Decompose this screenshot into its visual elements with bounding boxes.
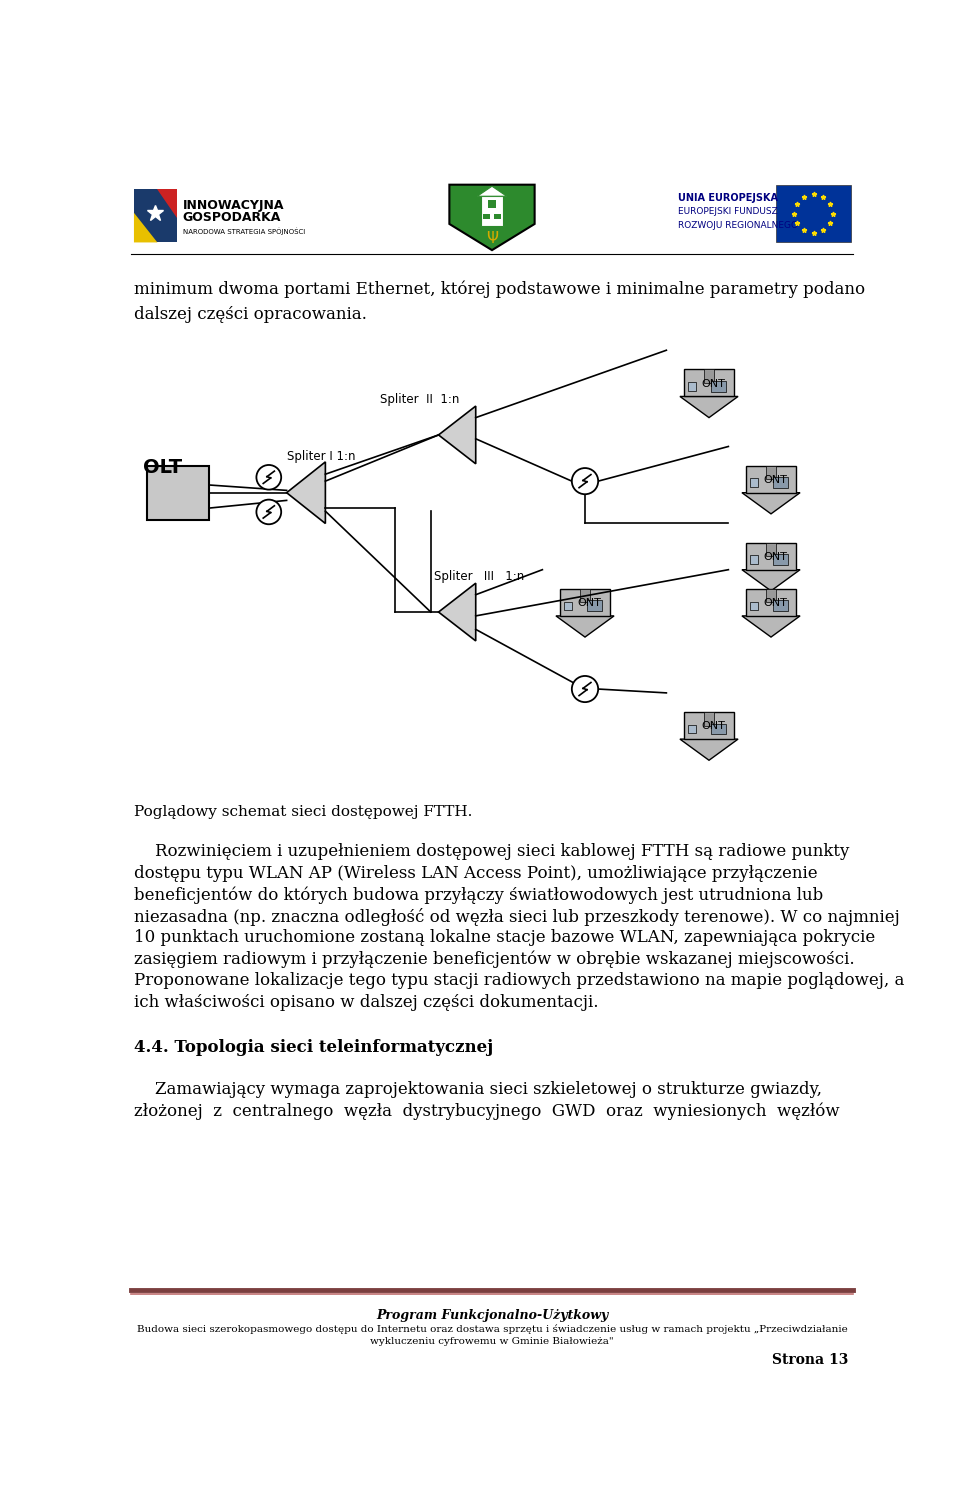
Text: ONT: ONT xyxy=(701,378,725,389)
Polygon shape xyxy=(157,188,177,219)
Bar xyxy=(777,185,851,243)
Polygon shape xyxy=(680,396,738,417)
Text: Poglądowy schemat sieci dostępowej FTTH.: Poglądowy schemat sieci dostępowej FTTH. xyxy=(134,805,472,818)
Text: Proponowane lokalizacje tego typu stacji radiowych przedstawiono na mapie pogląd: Proponowane lokalizacje tego typu stacji… xyxy=(134,972,904,990)
Bar xyxy=(488,200,496,208)
Text: GOSPODARKA: GOSPODARKA xyxy=(182,211,281,225)
Text: EUROPEJSKI FUNDUSZ: EUROPEJSKI FUNDUSZ xyxy=(678,206,778,216)
Text: złożonej  z  centralnego  węzła  dystrybucyjnego  GWD  oraz  wyniesionych  węzłó: złożonej z centralnego węzła dystrybucyj… xyxy=(134,1103,840,1120)
Circle shape xyxy=(256,500,281,524)
Bar xyxy=(147,466,209,520)
Text: ONT: ONT xyxy=(763,552,787,562)
Text: Spliter  II  1:n: Spliter II 1:n xyxy=(379,393,459,405)
Polygon shape xyxy=(287,461,325,523)
Text: Ψ: Ψ xyxy=(486,231,498,246)
Bar xyxy=(750,601,758,610)
Polygon shape xyxy=(680,738,738,760)
Bar xyxy=(746,466,796,493)
Text: ONT: ONT xyxy=(763,475,787,485)
Bar xyxy=(746,543,796,570)
Text: 4.4. Topologia sieci teleinformatycznej: 4.4. Topologia sieci teleinformatycznej xyxy=(134,1038,493,1055)
Text: ONT: ONT xyxy=(763,598,787,609)
Bar xyxy=(687,725,696,734)
Bar xyxy=(773,600,787,612)
Text: beneficjentów do których budowa przyłączy światłowodowych jest utrudniona lub: beneficjentów do których budowa przyłącz… xyxy=(134,886,824,904)
Text: dostępu typu WLAN AP (Wireless LAN Access Point), umożliwiające przyłączenie: dostępu typu WLAN AP (Wireless LAN Acces… xyxy=(134,865,818,882)
Bar xyxy=(773,478,787,488)
Bar xyxy=(746,589,796,616)
Text: 10 punktach uruchomione zostaną lokalne stacje bazowe WLAN, zapewniająca pokryci: 10 punktach uruchomione zostaną lokalne … xyxy=(134,930,876,946)
Text: Spliter I 1:n: Spliter I 1:n xyxy=(287,451,355,463)
Text: ich właściwości opisano w dalszej części dokumentacji.: ich właściwości opisano w dalszej części… xyxy=(134,995,598,1011)
Text: niezasadna (np. znaczna odległość od węzła sieci lub przeszkody terenowe). W co : niezasadna (np. znaczna odległość od węz… xyxy=(134,907,900,925)
Text: NARODOWA STRATEGIA SPÓJNOŚCI: NARODOWA STRATEGIA SPÓJNOŚCI xyxy=(182,228,305,235)
Bar xyxy=(580,589,589,603)
Bar xyxy=(704,369,714,383)
Polygon shape xyxy=(742,570,800,591)
Bar xyxy=(684,713,734,738)
Bar xyxy=(766,543,776,556)
Bar xyxy=(481,196,503,226)
Text: Spliter   III   1:n: Spliter III 1:n xyxy=(434,570,524,583)
Text: Rozwinięciem i uzupełnieniem dostępowej sieci kablowej FTTH są radiowe punkty: Rozwinięciem i uzupełnieniem dostępowej … xyxy=(134,842,850,860)
Bar xyxy=(766,466,776,479)
Polygon shape xyxy=(556,616,614,637)
Text: Strona 13: Strona 13 xyxy=(772,1353,849,1367)
Bar xyxy=(704,713,714,725)
Bar xyxy=(134,188,177,243)
Bar xyxy=(560,589,611,616)
Circle shape xyxy=(256,466,281,490)
Polygon shape xyxy=(439,405,476,464)
Text: INNOWACYJNA: INNOWACYJNA xyxy=(182,199,284,212)
Circle shape xyxy=(572,677,598,702)
Circle shape xyxy=(572,469,598,494)
Bar xyxy=(750,478,758,487)
Polygon shape xyxy=(134,212,157,243)
Text: OLT: OLT xyxy=(143,458,182,478)
Bar xyxy=(684,369,734,396)
Text: Zamawiający wymaga zaprojektowania sieci szkieletowej o strukturze gwiazdy,: Zamawiający wymaga zaprojektowania sieci… xyxy=(134,1081,822,1099)
Text: dalszej części opracowania.: dalszej części opracowania. xyxy=(134,306,367,322)
Bar xyxy=(750,556,758,564)
Polygon shape xyxy=(742,493,800,514)
Bar xyxy=(484,214,490,219)
Bar xyxy=(587,600,602,612)
Bar xyxy=(773,555,787,565)
Bar xyxy=(564,601,572,610)
Bar xyxy=(766,589,776,603)
Text: minimum dwoma portami Ethernet, której podstawowe i minimalne parametry podano: minimum dwoma portami Ethernet, której p… xyxy=(134,280,865,298)
Text: ONT: ONT xyxy=(701,722,725,731)
Bar xyxy=(687,383,696,390)
Text: ROZWOJU REGIONALNEGO: ROZWOJU REGIONALNEGO xyxy=(678,222,798,231)
Polygon shape xyxy=(449,185,535,250)
Bar xyxy=(494,214,500,219)
Polygon shape xyxy=(439,583,476,640)
Bar xyxy=(711,723,726,734)
Text: Program Funkcjonalno-Użytkowy: Program Funkcjonalno-Użytkowy xyxy=(376,1310,608,1322)
Text: UNIA EUROPEJSKA: UNIA EUROPEJSKA xyxy=(678,193,778,203)
Text: ONT: ONT xyxy=(577,598,601,609)
Bar xyxy=(711,381,726,392)
Polygon shape xyxy=(742,616,800,637)
Text: zasięgiem radiowym i przyłączenie beneficjentów w obrębie wskazanej miejscowości: zasięgiem radiowym i przyłączenie benefi… xyxy=(134,951,854,969)
Text: Budowa sieci szerokopasmowego dostępu do Internetu oraz dostawa sprzętu i świadc: Budowa sieci szerokopasmowego dostępu do… xyxy=(136,1325,848,1334)
Polygon shape xyxy=(477,187,507,196)
Text: wykluczeniu cyfrowemu w Gminie Białowieża": wykluczeniu cyfrowemu w Gminie Białowież… xyxy=(371,1337,613,1346)
